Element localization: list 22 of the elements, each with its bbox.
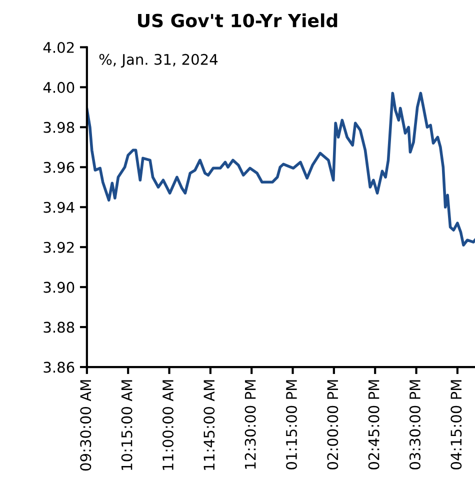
x-tick-label: 02:45:00 PM [368,380,380,470]
y-tick-label: 3.90 [44,282,74,293]
x-tick-label: 09:30:00 AM [80,380,92,471]
line-series [86,92,475,246]
x-tick-label: 12:30:00 PM [244,380,256,469]
y-tick-label: 4.00 [43,82,74,93]
y-tick-label: 4.02 [43,42,74,53]
chart-subtitle: %, Jan. 31, 2024 [99,54,218,68]
x-tick-label: 03:30:00 PM [409,380,420,470]
x-tick-label: 11:00:00 AM [162,380,174,470]
y-tick-label: 3.98 [44,122,74,133]
y-tick-label: 3.92 [44,242,74,253]
y-tick-label: 3.88 [44,322,74,333]
y-tick-label: 3.96 [44,162,74,173]
x-tick-label: 02:00:00 PM [327,380,338,470]
y-tick-label: 3.94 [44,202,74,213]
x-tick-label: 10:15:00 AM [121,380,132,470]
chart-title: US Gov't 10-Yr Yield [138,13,338,28]
x-tick-label: 01:15:00 PM [286,380,297,470]
x-tick-label: 11:45:00 AM [204,380,215,470]
y-tick-label: 3.86 [44,362,74,373]
x-tick-label: 04:15:00 PM [450,380,462,470]
